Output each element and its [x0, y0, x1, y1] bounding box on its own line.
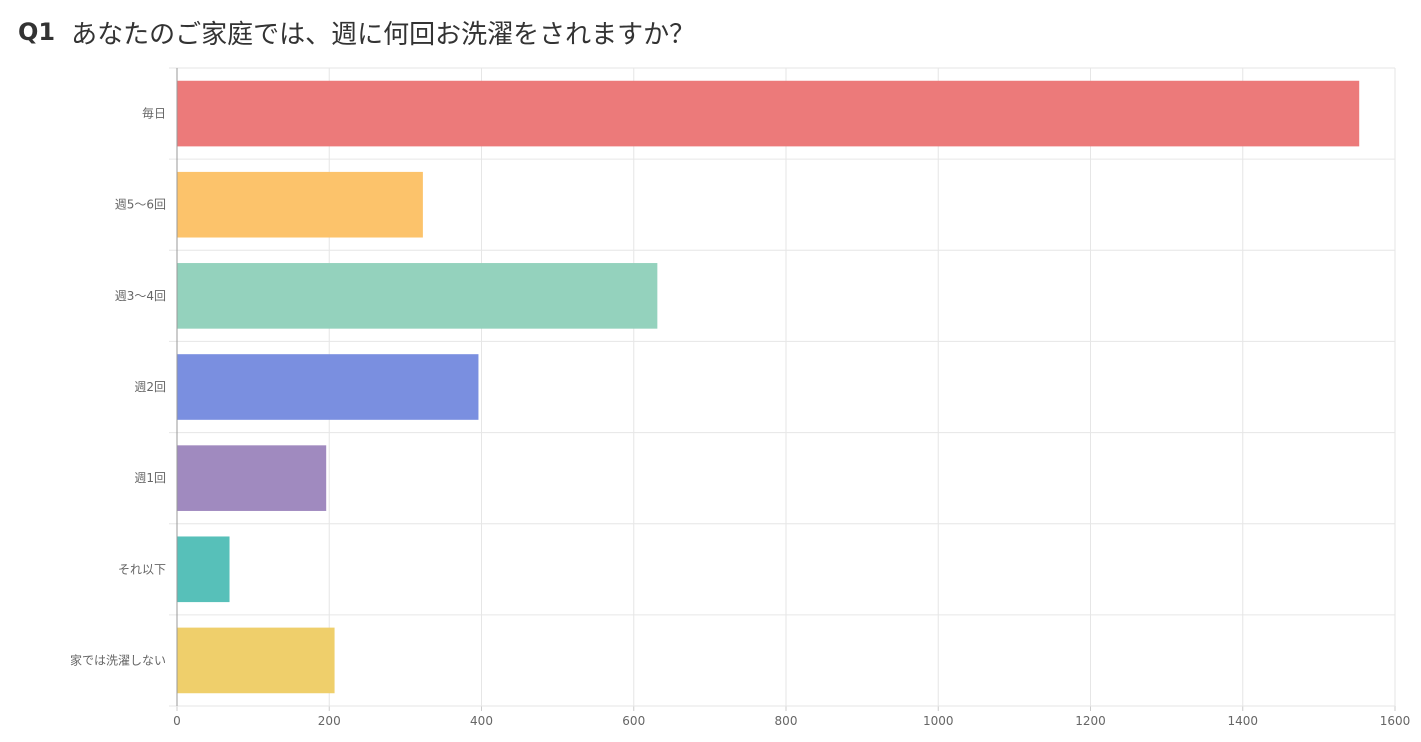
x-tick-label: 600 — [622, 714, 645, 728]
x-tick-label: 1000 — [923, 714, 954, 728]
bars — [177, 80, 1360, 694]
bar — [177, 354, 479, 420]
x-tick-label: 1200 — [1075, 714, 1106, 728]
x-tick-label: 800 — [775, 714, 798, 728]
question-number: Q1 — [18, 18, 56, 46]
category-label: 毎日 — [142, 106, 166, 121]
x-tick-label: 0 — [173, 714, 181, 728]
bar — [177, 445, 327, 511]
category-label: 週1回 — [134, 471, 166, 485]
category-label: 週2回 — [134, 380, 166, 394]
x-tick-labels: 0 200 400 600 800 1000 1200 1400 1600 — [173, 714, 1410, 728]
x-tick-label: 200 — [318, 714, 341, 728]
bar — [177, 627, 335, 694]
grid-lines — [169, 67, 1396, 711]
category-label: 家では洗濯しない — [70, 652, 166, 667]
category-label: それ以下 — [118, 562, 166, 576]
question-text: あなたのご家庭では、週に何回お洗濯をされますか？ — [71, 19, 696, 50]
question-header: Q1 あなたのご家庭では、週に何回お洗濯をされますか？ — [18, 12, 695, 52]
bar — [177, 263, 658, 329]
bar — [177, 80, 1360, 147]
bar — [177, 536, 230, 603]
x-tick-label: 1400 — [1227, 714, 1258, 728]
x-tick-label: 400 — [470, 714, 493, 728]
x-tick-label: 1600 — [1380, 714, 1411, 728]
category-label: 週5～6回 — [115, 198, 166, 212]
category-label: 週3～4回 — [115, 289, 166, 303]
bar — [177, 171, 423, 238]
